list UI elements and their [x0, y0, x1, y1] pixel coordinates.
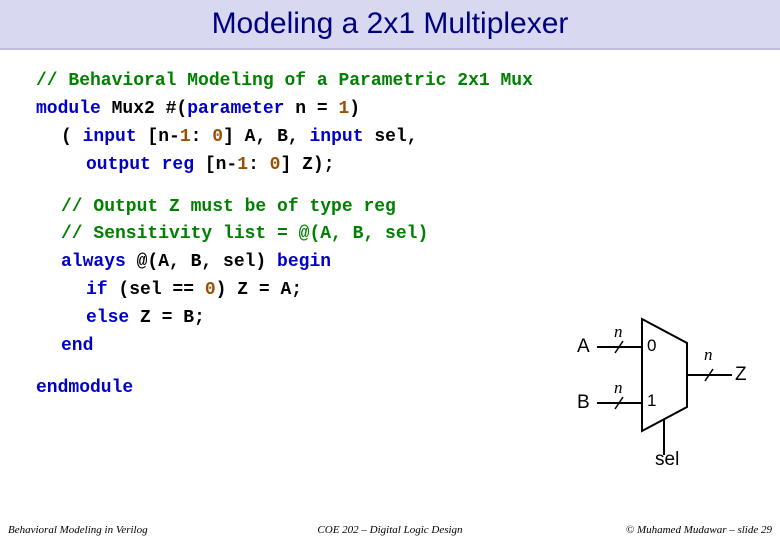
label-a: A	[577, 336, 590, 358]
comment-line: // Sensitivity list = @(A, B, sel)	[36, 221, 744, 249]
label-zero: 0	[647, 336, 656, 356]
code-line: if (sel == 0) Z = A;	[36, 277, 744, 305]
footer-right: © Muhamed Mudawar – slide 29	[626, 524, 772, 536]
label-b: B	[577, 392, 590, 414]
mux-diagram: A B Z sel 0 1 n n n	[567, 315, 752, 470]
slide-title: Modeling a 2x1 Multiplexer	[212, 7, 569, 41]
comment-line: // Behavioral Modeling of a Parametric 2…	[36, 68, 744, 96]
title-bar: Modeling a 2x1 Multiplexer	[0, 0, 780, 50]
label-n: n	[614, 378, 623, 398]
label-z: Z	[735, 364, 747, 386]
mux-svg	[567, 315, 752, 470]
label-n: n	[704, 345, 713, 365]
code-line: output reg [n-1: 0] Z);	[36, 152, 744, 180]
code-line: module Mux2 #(parameter n = 1)	[36, 96, 744, 124]
code-line: always @(A, B, sel) begin	[36, 249, 744, 277]
comment-line: // Output Z must be of type reg	[36, 194, 744, 222]
label-one: 1	[647, 391, 656, 411]
code-line: ( input [n-1: 0] A, B, input sel,	[36, 124, 744, 152]
label-n: n	[614, 322, 623, 342]
label-sel: sel	[655, 449, 679, 471]
